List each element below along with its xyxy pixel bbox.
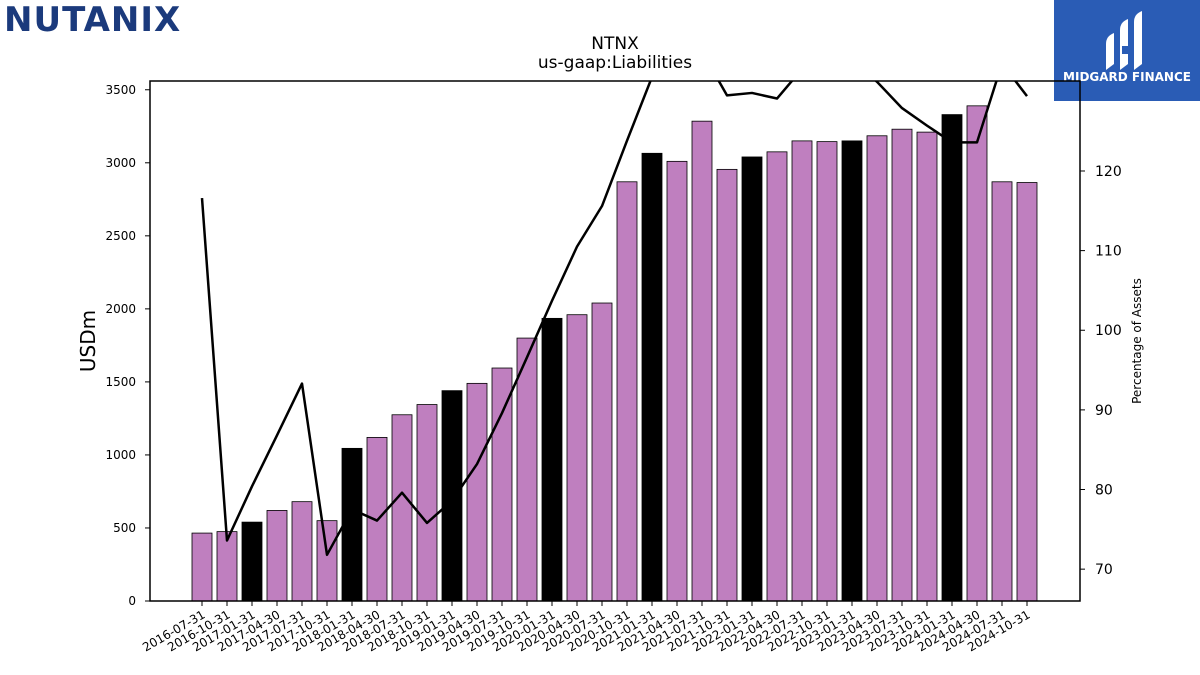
bar [991,181,1013,602]
y2-tick-label: 110 [1095,244,1122,260]
bar [316,520,338,602]
bar [191,532,213,602]
bar [916,131,938,602]
bar [891,128,913,602]
chart-title: NTNX [591,34,639,54]
bar [1016,182,1038,602]
chart-subtitle: us-gaap:Liabilities [538,53,692,73]
y2-axis-ticks: 70 80 90 100 110 120 [1080,164,1122,578]
bar [766,151,788,602]
y-tick-label: 0 [128,594,136,608]
y-tick-label: 2500 [105,229,136,243]
logo-text: NUTANIX [4,0,181,40]
y2-tick-label: 90 [1095,403,1113,419]
y-tick-label: 500 [113,521,136,535]
y-tick-label: 3000 [105,156,136,170]
bar [691,120,713,602]
midgard-finance-badge: MIDGARD FINANCE [1054,0,1200,101]
y-tick-label: 3500 [105,83,136,97]
bar [641,152,663,602]
x-axis-ticks: 2016-07-312016-10-312017-01-312017-04-30… [140,601,1033,654]
bar [241,521,263,602]
y2-tick-label: 100 [1095,323,1122,339]
y-axis-ticks: 0 500 1000 1500 2000 2500 3000 3500 [105,83,150,608]
bar [516,337,538,602]
bar [466,382,488,602]
y2-axis-label: Percentage of Assets [1130,278,1144,404]
y-tick-label: 1500 [105,375,136,389]
bar [391,414,413,602]
bar [416,404,438,602]
bar [491,367,513,602]
y2-tick-label: 70 [1095,562,1113,578]
bar [591,302,613,602]
bars [191,105,1038,602]
bar [616,181,638,602]
bar [741,156,763,602]
bar [791,140,813,602]
bar [666,160,688,602]
bar [291,501,313,602]
bar [816,141,838,602]
y-tick-label: 2000 [105,302,136,316]
bar [941,114,963,602]
percentage-of-assets-line [200,81,1028,557]
bar [966,105,988,602]
midgard-m-icon [1106,11,1142,70]
y2-tick-label: 80 [1095,483,1113,499]
badge-text: MIDGARD FINANCE [1063,70,1191,84]
bar [266,510,288,602]
bar [716,168,738,602]
nutanix-logo: NUTANIX [4,0,181,40]
bar [841,140,863,602]
y-axis-label: USDm [76,310,100,372]
bar [541,317,563,602]
y2-tick-label: 120 [1095,164,1122,180]
bar [216,531,238,602]
plot-frame [149,80,1081,602]
bar [441,390,463,602]
bar [866,135,888,602]
line-clip [200,81,1028,557]
y-tick-label: 1000 [105,448,136,462]
bar [566,314,588,602]
